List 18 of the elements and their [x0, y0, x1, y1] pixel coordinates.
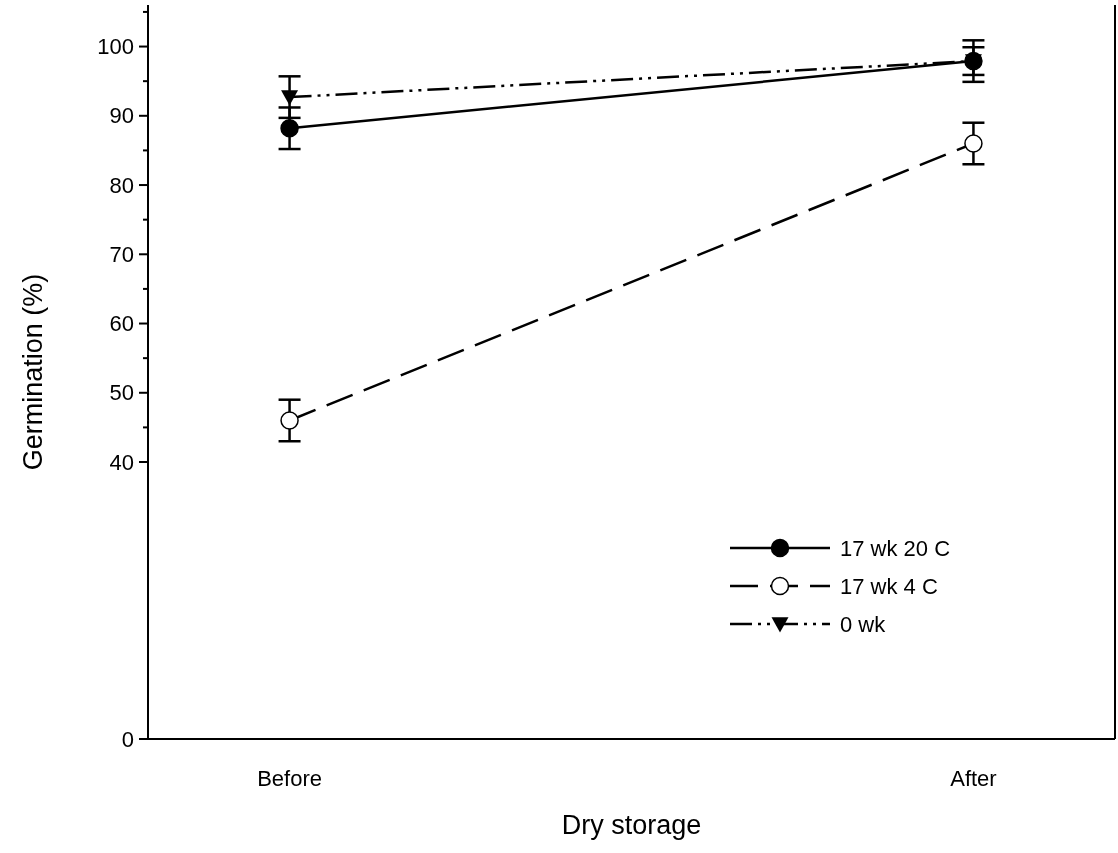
point: [964, 134, 983, 153]
y-tick-label: 90: [109, 103, 134, 129]
y-tick-label: 50: [109, 380, 134, 406]
point: [280, 119, 299, 138]
legend-label: 17 wk 20 C: [840, 535, 951, 561]
legend-label: 0 wk: [840, 611, 887, 637]
x-tick-label: After: [950, 766, 997, 791]
y-tick-label: 80: [109, 172, 134, 198]
y-tick-label: 40: [109, 449, 134, 475]
y-tick-label: 0: [121, 726, 134, 752]
point: [280, 411, 299, 430]
y-axis-title: Germination (%): [18, 273, 48, 471]
y-tick-label: 70: [109, 241, 134, 267]
y-tick-label: 100: [97, 34, 134, 60]
x-axis-title: Dry storage: [561, 810, 702, 840]
y-tick-label: 60: [109, 311, 134, 337]
legend-label: 17 wk 4 C: [840, 573, 938, 599]
x-tick-label: Before: [257, 766, 322, 791]
